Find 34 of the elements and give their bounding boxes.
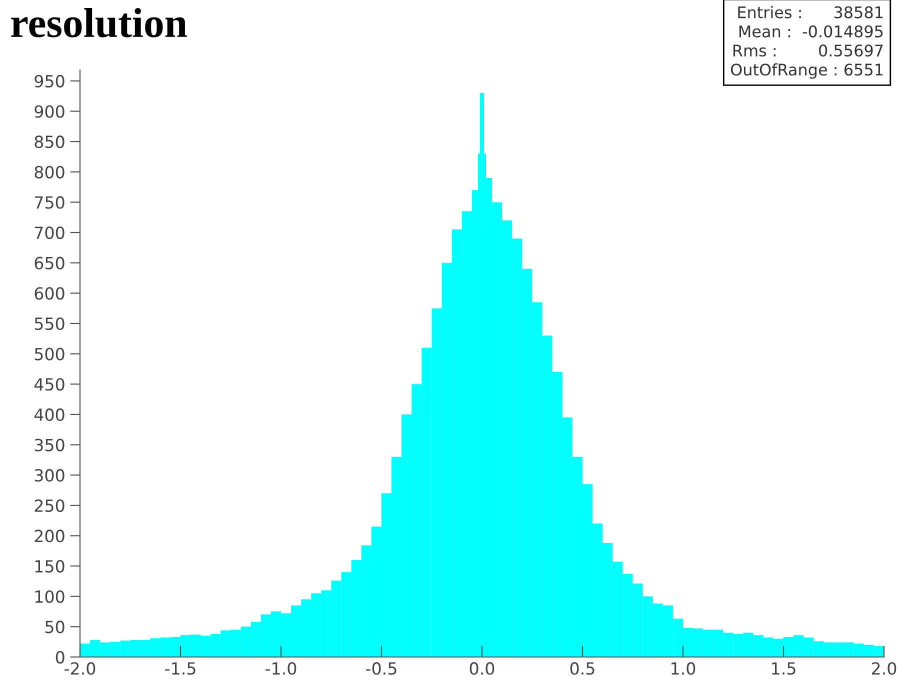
text: Entries : 38581 (738, 6, 883, 18)
x-tick-label: 2.0 (872, 662, 896, 675)
y-tick-label: 250 (34, 499, 64, 512)
y-tick-label: 150 (35, 560, 64, 573)
annotation: OutOfRange : 6551 (730, 63, 883, 79)
x-tick-label: -1.5 (165, 662, 196, 675)
y-tick-label: 650 (34, 256, 64, 270)
y-tick-label: 400 (34, 408, 64, 422)
x-tick-label: 0.5 (570, 662, 594, 675)
x-tick-label: 1.0 (672, 662, 696, 675)
y-tick-label: 600 (34, 287, 64, 300)
y-tick-label: 750 (34, 196, 64, 209)
y-tick-label: 550 (34, 317, 64, 330)
x-tick-label: 0.0 (470, 662, 494, 675)
y-tick-label: 850 (34, 136, 64, 148)
y-tick-label: 50 (45, 620, 64, 634)
x-tick-label: -0.5 (366, 662, 396, 675)
y-tick-label: 800 (34, 166, 64, 178)
text: Rms : 0.55697 (733, 44, 883, 57)
y-tick-label: 300 (34, 469, 64, 482)
y-tick-label: 950 (34, 74, 64, 88)
y-tick-label: 700 (34, 226, 64, 240)
chart-title: resolution (11, 8, 187, 38)
y-tick-label: 350 (34, 438, 64, 452)
y-tick-label: 0 (56, 650, 64, 664)
y-tick-label: 200 (34, 530, 64, 542)
y-tick-label: 100 (35, 590, 64, 603)
x-tick-label: 1.5 (772, 662, 796, 675)
x-tick-label: -1.0 (266, 662, 296, 675)
y-tick-label: 500 (34, 348, 64, 360)
y-tick-label: 450 (34, 378, 64, 391)
text: Mean : -0.014895 (739, 25, 883, 38)
y-tick-label: 900 (34, 105, 64, 118)
x-tick-label: -2.0 (64, 662, 96, 675)
